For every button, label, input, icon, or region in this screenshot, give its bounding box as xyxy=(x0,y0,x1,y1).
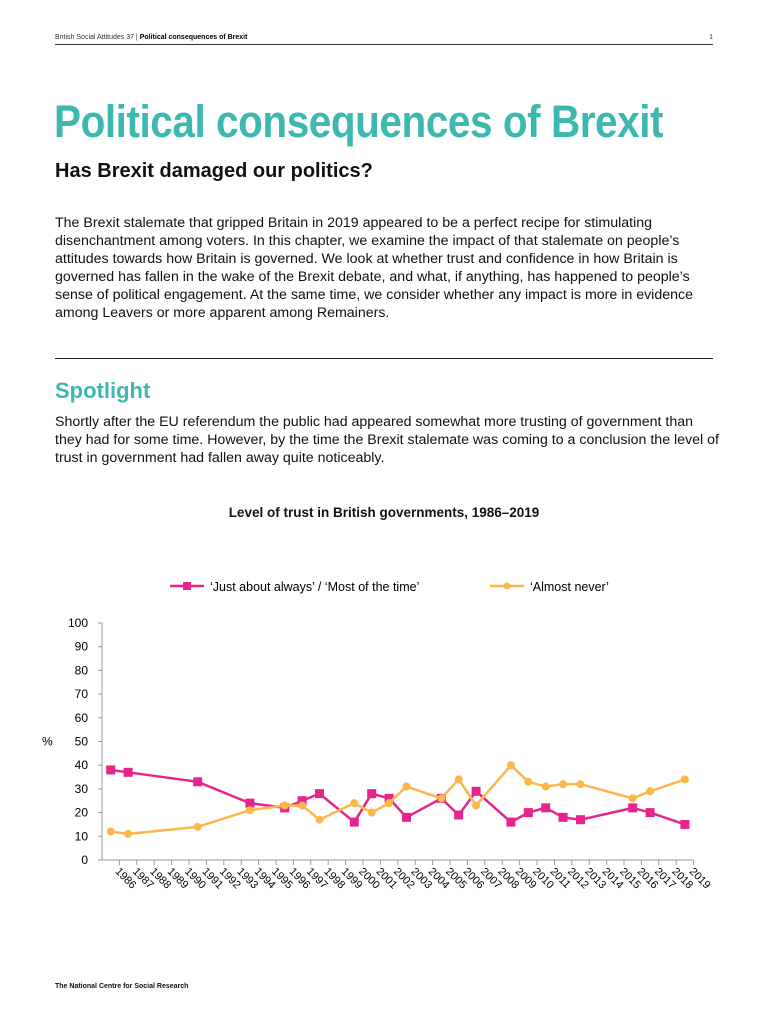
data-point xyxy=(367,808,376,817)
data-point xyxy=(350,799,359,808)
data-point xyxy=(541,803,551,813)
data-point xyxy=(193,777,203,787)
page-number: 1 xyxy=(709,34,713,41)
data-point xyxy=(628,803,638,813)
legend-marker xyxy=(503,582,511,590)
y-tick-label: 90 xyxy=(75,640,89,654)
data-point xyxy=(315,789,324,799)
data-point xyxy=(471,786,481,796)
data-point xyxy=(245,806,254,815)
data-point xyxy=(576,815,585,825)
data-point xyxy=(576,780,585,789)
data-point xyxy=(645,808,655,818)
data-point xyxy=(437,794,446,803)
data-point xyxy=(646,787,655,796)
data-point xyxy=(472,801,481,810)
data-point xyxy=(454,810,464,820)
footer: The National Centre for Social Research xyxy=(55,983,189,990)
legend-marker xyxy=(183,582,191,590)
data-point xyxy=(506,817,516,827)
data-point xyxy=(349,817,359,827)
y-tick-label: 40 xyxy=(75,758,89,772)
data-point xyxy=(402,782,411,791)
spotlight-heading: Spotlight xyxy=(55,378,151,403)
data-point xyxy=(454,775,463,784)
data-point xyxy=(124,829,133,838)
data-point xyxy=(106,765,116,775)
data-point xyxy=(193,822,202,831)
y-tick-label: 20 xyxy=(75,806,89,820)
data-point xyxy=(315,815,324,824)
y-tick-label: 10 xyxy=(75,829,89,843)
data-point xyxy=(524,777,533,786)
intro-paragraph: The Brexit stalemate that gripped Britai… xyxy=(55,215,693,321)
legend-label: ‘Just about always’ / ‘Most of the time’ xyxy=(210,580,419,594)
y-tick-label: 50 xyxy=(75,735,89,749)
data-point xyxy=(384,793,394,803)
trust-line-chart: 0102030405060708090100%19861987198819891… xyxy=(42,580,713,891)
y-tick-label: 80 xyxy=(75,663,89,677)
chart-title: Level of trust in British governments, 1… xyxy=(228,505,540,520)
data-point xyxy=(402,812,411,822)
page-title: Political consequences of Brexit xyxy=(54,96,664,147)
y-tick-label: 0 xyxy=(81,853,88,867)
data-point xyxy=(559,780,568,789)
data-point xyxy=(541,782,550,791)
page-subtitle: Has Brexit damaged our politics? xyxy=(55,160,373,182)
data-point xyxy=(106,827,115,836)
divider xyxy=(55,358,713,359)
y-axis-label: % xyxy=(42,735,53,749)
data-point xyxy=(298,801,307,810)
data-point xyxy=(680,819,690,829)
data-point xyxy=(628,794,637,803)
data-point xyxy=(367,789,377,799)
spotlight-paragraph: Shortly after the EU referendum the publ… xyxy=(55,414,719,466)
series-line xyxy=(110,768,686,826)
data-point xyxy=(297,796,307,806)
legend-label: ‘Almost never’ xyxy=(530,580,609,594)
running-header: British Social Attitudes 37 | Political … xyxy=(55,34,713,45)
y-tick-label: 60 xyxy=(75,711,89,725)
series-line xyxy=(110,763,686,836)
chapter-name: Political consequences of Brexit xyxy=(139,34,248,41)
data-point xyxy=(680,775,689,784)
y-tick-label: 100 xyxy=(68,616,88,630)
data-point xyxy=(523,808,533,818)
publication-name: British Social Attitudes 37 | xyxy=(55,34,138,41)
data-point xyxy=(280,801,289,810)
data-point xyxy=(558,812,568,822)
data-point xyxy=(123,767,133,777)
data-point xyxy=(245,798,255,808)
data-point xyxy=(506,761,515,770)
y-tick-label: 70 xyxy=(75,687,89,701)
y-tick-label: 30 xyxy=(75,782,89,796)
data-point xyxy=(385,799,394,808)
